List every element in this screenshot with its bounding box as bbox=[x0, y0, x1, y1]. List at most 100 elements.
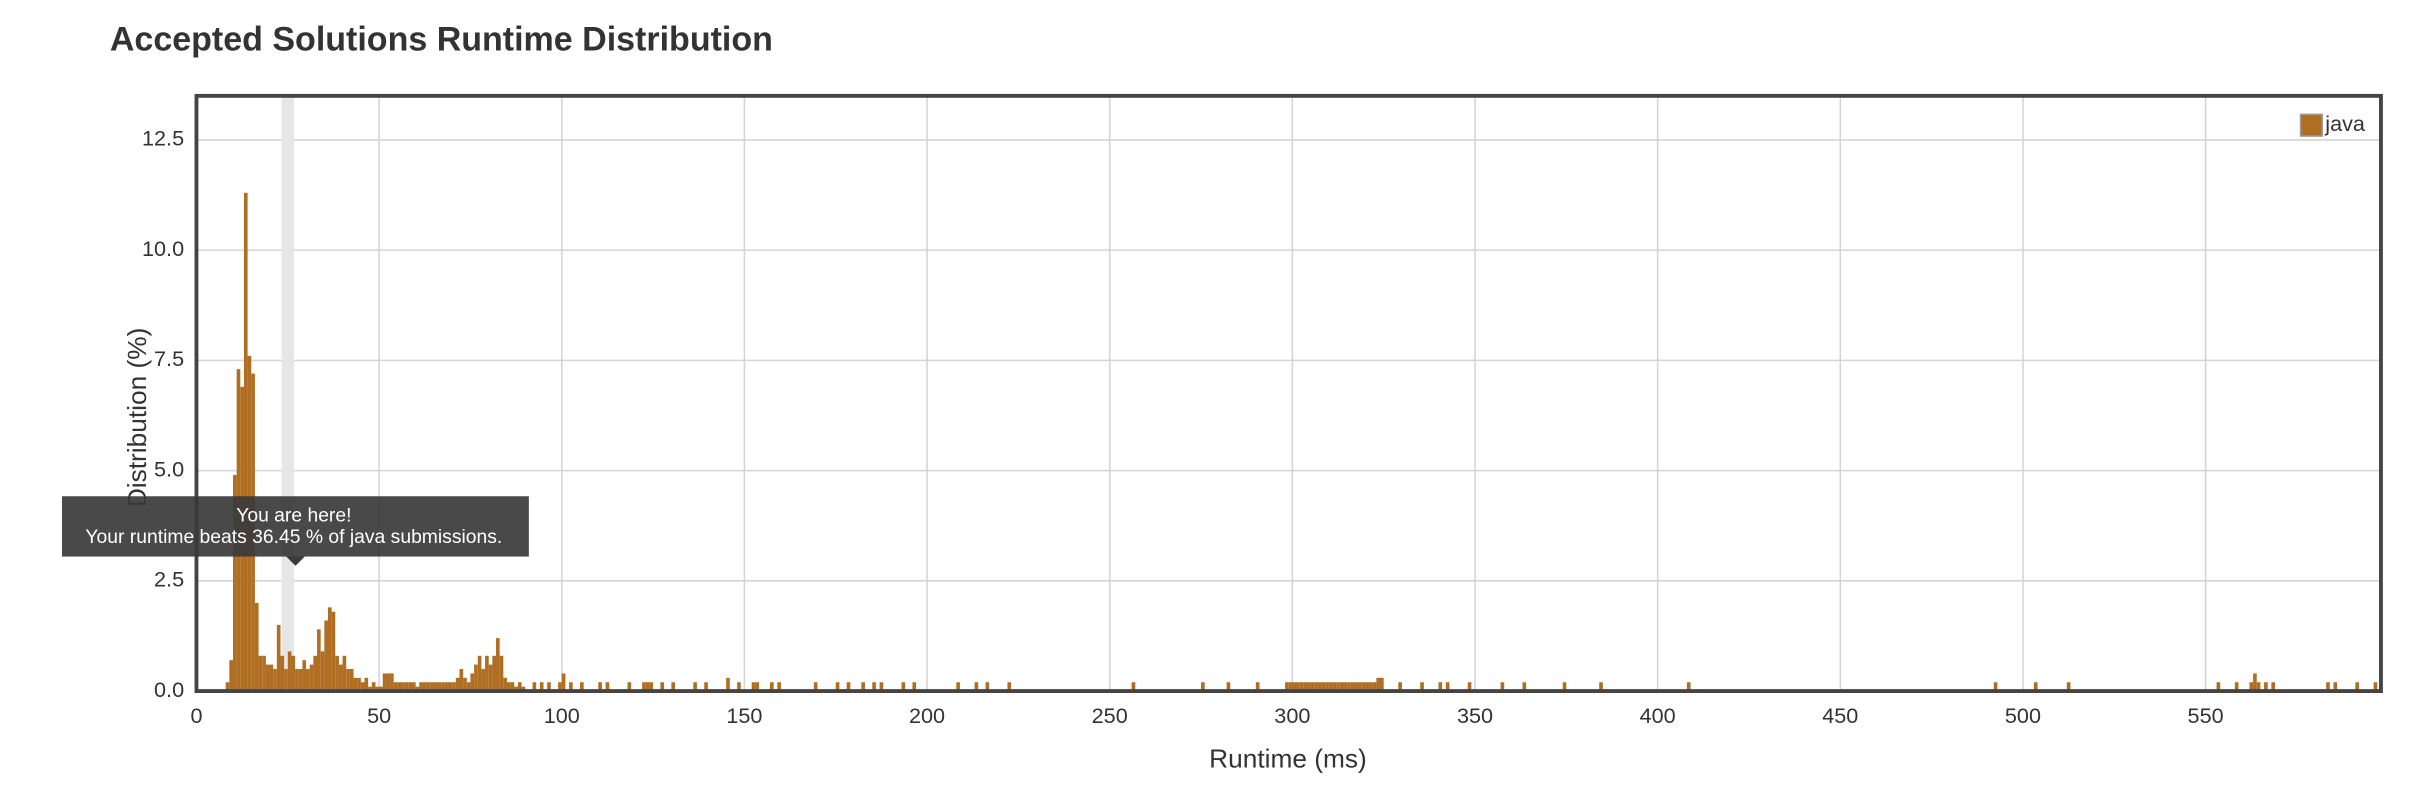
bar bbox=[368, 686, 372, 692]
bar bbox=[561, 673, 566, 692]
bar bbox=[1317, 682, 1322, 692]
bar bbox=[426, 682, 431, 692]
bar bbox=[1522, 682, 1527, 692]
bar bbox=[496, 638, 500, 692]
bar bbox=[302, 660, 307, 692]
x-tick-label: 500 bbox=[2005, 703, 2041, 728]
y-axis-label: Distribution (%) bbox=[122, 328, 152, 508]
bar bbox=[2256, 682, 2261, 692]
x-tick-label: 0 bbox=[190, 703, 202, 728]
bar bbox=[422, 682, 427, 692]
bar bbox=[375, 686, 380, 692]
bar bbox=[331, 611, 336, 692]
bar bbox=[1339, 682, 1344, 692]
bar bbox=[1467, 682, 1472, 692]
bar bbox=[777, 682, 781, 692]
bar bbox=[704, 682, 708, 692]
bar bbox=[437, 682, 442, 692]
bar bbox=[364, 677, 369, 692]
bar bbox=[521, 686, 526, 692]
bar bbox=[269, 664, 274, 692]
bar bbox=[1255, 682, 1260, 692]
x-tick-label: 100 bbox=[544, 703, 580, 728]
tooltip-text: You are here! bbox=[236, 505, 351, 526]
bar bbox=[2234, 682, 2239, 692]
legend-label: java bbox=[2324, 111, 2366, 136]
bar bbox=[645, 682, 650, 692]
bar bbox=[411, 682, 416, 692]
x-tick-label: 150 bbox=[726, 703, 762, 728]
bar bbox=[1288, 682, 1293, 692]
bar bbox=[408, 682, 412, 692]
bar bbox=[1369, 682, 1373, 692]
bar bbox=[1372, 682, 1377, 692]
bar bbox=[463, 677, 467, 692]
bar bbox=[660, 682, 665, 692]
bar bbox=[1201, 682, 1205, 692]
bar bbox=[229, 660, 233, 692]
bar bbox=[1358, 682, 1362, 692]
bar bbox=[985, 682, 990, 692]
bar bbox=[580, 682, 584, 692]
bar bbox=[2264, 682, 2268, 692]
bar bbox=[558, 682, 562, 692]
plot-frame bbox=[194, 93, 2383, 693]
bar bbox=[485, 655, 489, 692]
bar bbox=[503, 677, 507, 692]
bar bbox=[835, 682, 840, 692]
bar bbox=[386, 673, 391, 692]
bar bbox=[1500, 682, 1505, 692]
bar bbox=[1226, 682, 1231, 692]
bar bbox=[2333, 682, 2338, 692]
bar bbox=[262, 655, 266, 692]
bar bbox=[879, 682, 884, 692]
bar bbox=[474, 664, 478, 692]
bar bbox=[1343, 682, 1348, 692]
bar bbox=[1380, 677, 1384, 692]
bar bbox=[2249, 682, 2254, 692]
bar bbox=[1686, 682, 1691, 692]
bar bbox=[298, 669, 303, 692]
bar bbox=[320, 651, 325, 692]
chart-title: Accepted Solutions Runtime Distribution bbox=[110, 21, 773, 59]
bar bbox=[342, 655, 347, 692]
bar bbox=[506, 682, 511, 692]
bar bbox=[477, 655, 482, 692]
bar bbox=[324, 620, 328, 692]
bar bbox=[813, 682, 818, 692]
bar bbox=[419, 682, 423, 692]
bar bbox=[280, 655, 285, 692]
bar bbox=[1285, 682, 1289, 692]
bar bbox=[1310, 682, 1315, 692]
bar bbox=[327, 607, 332, 692]
bar bbox=[846, 682, 851, 692]
bar bbox=[956, 682, 960, 692]
y-tick-label: 12.5 bbox=[142, 126, 184, 151]
bar bbox=[1007, 682, 1012, 692]
y-tick-label: 5.0 bbox=[154, 456, 184, 481]
bar bbox=[499, 655, 504, 692]
bar bbox=[470, 673, 475, 692]
x-axis-label: Runtime (ms) bbox=[1209, 744, 1367, 774]
bar bbox=[317, 629, 321, 692]
bar bbox=[2066, 682, 2071, 692]
bar bbox=[1993, 682, 1998, 692]
bar bbox=[430, 682, 434, 692]
bar bbox=[1299, 682, 1304, 692]
bar bbox=[488, 664, 493, 692]
bar bbox=[912, 682, 917, 692]
bar bbox=[338, 664, 343, 692]
bar bbox=[371, 682, 376, 692]
y-tick-label: 2.5 bbox=[154, 567, 184, 592]
bar bbox=[974, 682, 979, 692]
bar bbox=[1354, 682, 1359, 692]
highlight-band bbox=[281, 95, 294, 692]
bar bbox=[1131, 682, 1136, 692]
bar bbox=[415, 686, 420, 692]
tooltip-arrow bbox=[286, 556, 305, 566]
x-tick-label: 350 bbox=[1457, 703, 1493, 728]
bar bbox=[1336, 682, 1340, 692]
bar bbox=[2253, 673, 2257, 692]
x-tick-label: 250 bbox=[1092, 703, 1128, 728]
